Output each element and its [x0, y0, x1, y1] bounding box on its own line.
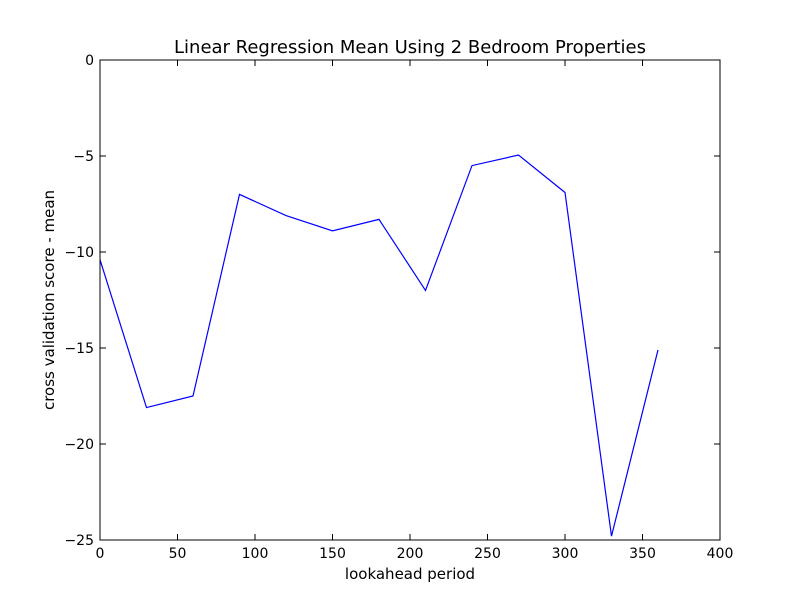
plot-frame — [99, 59, 721, 541]
plot-background — [100, 60, 720, 540]
x-tick-label: 350 — [629, 546, 656, 562]
x-tick-label: 200 — [397, 546, 424, 562]
y-tick-label: 0 — [85, 53, 94, 69]
y-tick-label: −20 — [64, 437, 94, 453]
y-tick-label: −15 — [64, 341, 94, 357]
y-tick-label: −5 — [73, 149, 94, 165]
series-line — [99, 154, 659, 537]
x-tick-label: 150 — [319, 546, 346, 562]
x-tick-label: 250 — [474, 546, 501, 562]
y-axis-label: cross validation score - mean — [40, 190, 58, 410]
x-tick-label: 50 — [169, 546, 187, 562]
x-tick-label: 100 — [242, 546, 269, 562]
x-tick-label: 300 — [552, 546, 579, 562]
chart-title: Linear Regression Mean Using 2 Bedroom P… — [174, 37, 646, 58]
y-tick-label: −10 — [64, 245, 94, 261]
x-axis-label: lookahead period — [345, 565, 475, 583]
x-tick-label: 0 — [96, 546, 105, 562]
x-tick-label: 400 — [707, 546, 734, 562]
y-tick-label: −25 — [64, 533, 94, 549]
series-layer — [99, 154, 659, 537]
ticks-layer: 0 50 100 150 200 250 300 350 400 0 −5 −10 −15 −20 −25 — [64, 53, 733, 562]
